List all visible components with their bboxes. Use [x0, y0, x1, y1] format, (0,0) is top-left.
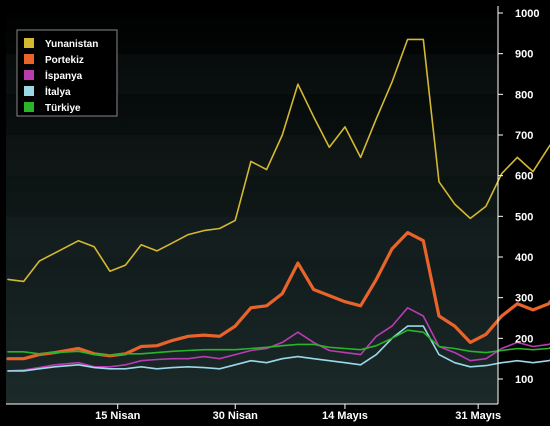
y-tick-label: 700 [515, 130, 533, 142]
y-tick-label: 1000 [515, 8, 539, 20]
legend-label: İtalya [45, 85, 71, 98]
series-line-yunanistan [7, 38, 550, 283]
x-tick-label: 15 Nisan [95, 410, 141, 422]
x-axis: 15 Nisan 30 Nisan 14 Mayıs 31 Mayıs [95, 404, 501, 422]
series-layer [6, 38, 550, 372]
y-tick-label: 300 [515, 293, 533, 305]
plot-band [6, 176, 498, 217]
y-tick-label: 100 [515, 374, 533, 386]
legend-swatch [24, 86, 34, 96]
legend-swatch [24, 38, 34, 48]
x-tick-label: 31 Mayıs [455, 410, 501, 422]
y-tick-label: 800 [515, 89, 533, 101]
legend-label: Portekiz [45, 55, 84, 66]
legend-swatch [24, 54, 34, 64]
y-tick-label: 600 [515, 171, 533, 183]
legend-swatch [24, 70, 34, 80]
y-tick-label: 900 [515, 49, 533, 61]
legend-label: Türkiye [45, 103, 81, 114]
y-axis: 100 200 300 400 500 600 700 800 900 1000 [498, 8, 539, 386]
legend-label: İspanya [45, 69, 83, 82]
x-tick-label: 30 Nisan [213, 410, 259, 422]
series-line-i-talya [7, 325, 550, 372]
series-line-t-rkiye [7, 329, 550, 357]
legend: Yunanistan Portekiz İspanya İtalya Türkiye [16, 29, 118, 117]
legend-swatch [24, 102, 34, 112]
series-line-portekiz [6, 231, 550, 361]
x-tick-label: 14 Mayıs [322, 410, 368, 422]
y-tick-label: 400 [515, 252, 533, 264]
y-tick-label: 500 [515, 211, 533, 223]
plot-band [6, 257, 498, 298]
y-tick-label: 200 [515, 333, 533, 345]
series-line-i-spanya [7, 307, 550, 372]
legend-label: Yunanistan [45, 39, 98, 50]
plot-band [6, 135, 498, 176]
